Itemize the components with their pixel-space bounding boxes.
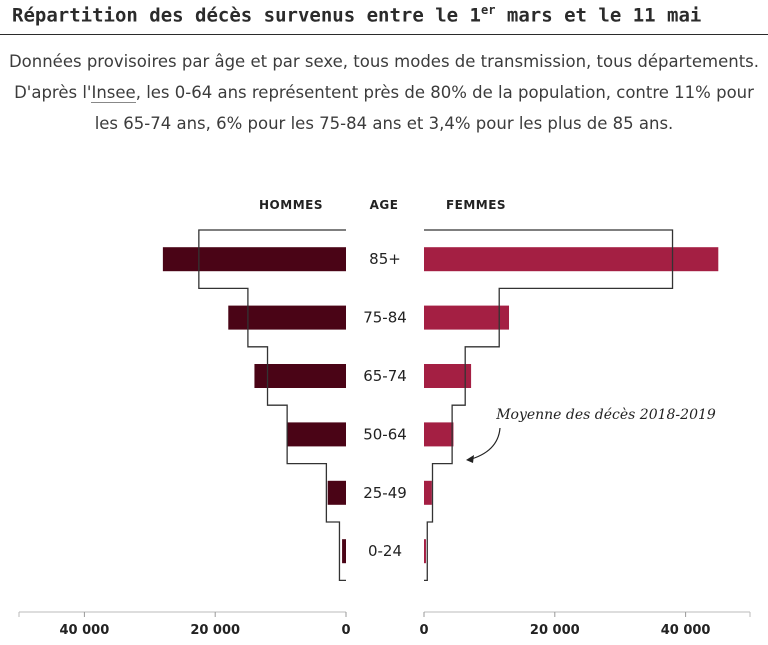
women-tick-label-40000: 40 000 [661, 623, 711, 638]
women-tick-label-20000: 20 000 [530, 623, 580, 638]
men-tick-label-40000: 40 000 [60, 623, 110, 638]
x-axes-group: 40 000 20 000 0 0 20 000 40 000 [18, 611, 751, 638]
women-header: FEMMES [446, 198, 506, 212]
men-bar-25-49 [327, 480, 346, 505]
subtitle-text: Données provisoires par âge et par sexe,… [8, 52, 760, 102]
subtitle-text-end: , les 0-64 ans représentent près de 80% … [94, 83, 754, 133]
men-header: HOMMES [259, 198, 323, 212]
men-tick-label-0: 0 [341, 623, 350, 638]
men-bar-85+ [162, 247, 346, 272]
men-bar-75-84 [228, 305, 346, 330]
women-bar-75-84 [424, 305, 510, 330]
annotation-arrow-head [466, 455, 474, 463]
title-text-end: mars et le 11 mai [495, 4, 702, 27]
average-annotation: Moyenne des décès 2018-2019 [495, 407, 716, 423]
age-label-85+: 85+ [369, 250, 401, 268]
insee-link[interactable]: Insee [91, 83, 136, 103]
title-text: Répartition des décès survenus entre le … [12, 4, 481, 27]
title-superscript: er [481, 3, 496, 17]
women-bar-65-74 [424, 364, 472, 388]
men-average-outline [198, 229, 346, 582]
age-header: AGE [370, 198, 399, 212]
annotation-group: Moyenne des décès 2018-2019 [466, 407, 716, 463]
women-tick-label-0: 0 [419, 623, 428, 638]
men-tick-label-20000: 20 000 [190, 623, 240, 638]
title-bar: Répartition des décès survenus entre le … [0, 0, 768, 35]
women-bar-50-64 [424, 422, 454, 447]
age-label-50-64: 50-64 [363, 425, 407, 443]
bars-group [162, 247, 719, 564]
women-bar-0-24 [424, 539, 426, 564]
men-bar-50-64 [287, 422, 346, 447]
average-outline-group [198, 229, 674, 582]
age-label-75-84: 75-84 [363, 309, 407, 327]
age-label-65-74: 65-74 [363, 367, 407, 385]
men-bar-65-74 [254, 364, 346, 388]
annotation-arrow-line [467, 427, 501, 461]
men-bar-0-24 [342, 539, 346, 564]
age-label-0-24: 0-24 [368, 542, 402, 560]
chart-subtitle: Données provisoires par âge et par sexe,… [8, 46, 760, 139]
age-label-25-49: 25-49 [363, 484, 407, 502]
women-bar-85+ [424, 247, 719, 272]
women-bar-25-49 [424, 480, 432, 505]
women-average-outline [424, 229, 674, 582]
age-labels-group: 85+ 75-84 65-74 50-64 25-49 0-24 [363, 250, 407, 560]
chart-title: Répartition des décès survenus entre le … [12, 3, 701, 26]
